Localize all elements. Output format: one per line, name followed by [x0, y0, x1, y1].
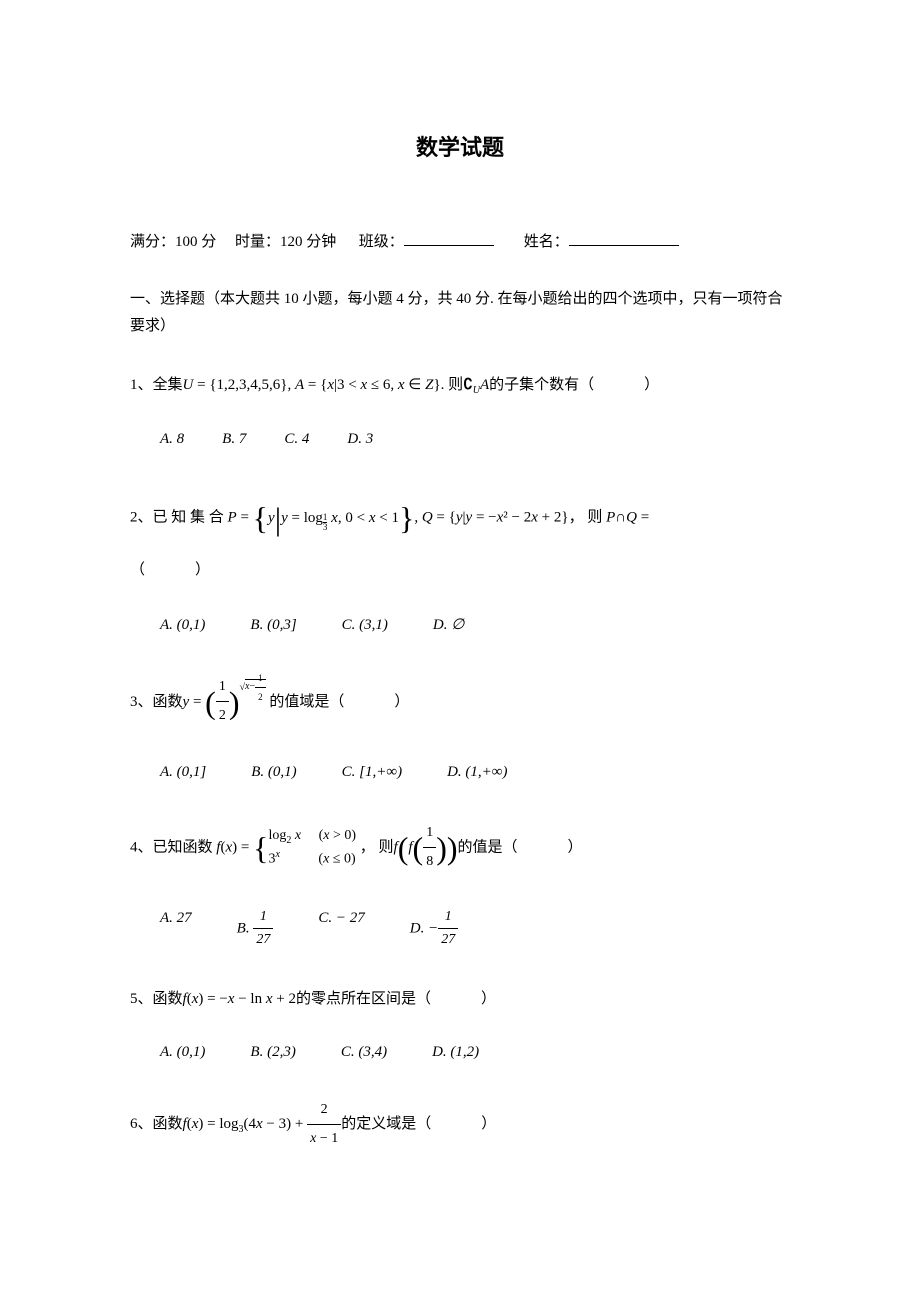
- q2-choice-d: D. ∅: [433, 613, 464, 637]
- q4-choice-d: D. −127: [410, 906, 458, 952]
- q1-choice-a: A. 8: [160, 427, 184, 451]
- question-5: 5、函数f(x) = −x − ln x + 2的零点所在区间是（ ） A. (0…: [130, 984, 790, 1064]
- question-3: 3、函数y = (12)√x−12 的值域是（ ） A. (0,1] B. (0,…: [130, 669, 790, 784]
- q3-choice-d: D. (1,+∞): [447, 760, 507, 784]
- q1-complement: ∁: [463, 377, 473, 393]
- q4-rp1: ): [447, 830, 458, 866]
- q1-var-a: A: [480, 377, 489, 393]
- q5-text-a: 函数: [153, 991, 183, 1007]
- q2-choice-c: C. (3,1): [342, 613, 388, 637]
- q4-rp2: ): [436, 830, 447, 866]
- q4-text-a: 已知函数: [153, 839, 217, 855]
- q3-text-b: 的值域是（: [269, 693, 344, 709]
- q4-choices: A. 27 B. 127 C. − 27 D. −127: [130, 906, 790, 952]
- q4-num: 4、: [130, 839, 153, 855]
- q5-text-b: 的零点所在区间是（: [296, 991, 431, 1007]
- q2-brace-r: }: [399, 500, 414, 536]
- q3-exp: √x−12: [239, 679, 265, 692]
- q4-choice-b: B. 127: [237, 906, 274, 952]
- q5-choice-a: A. (0,1): [160, 1040, 205, 1064]
- q2-comma: , Q = {y|y = −x² − 2x + 2}: [414, 510, 568, 526]
- q1-math-U: U = {1,2,3,4,5,6}, A = {x|3 < x ≤ 6, x ∈…: [183, 377, 441, 393]
- q3-text-c: ）: [394, 693, 409, 709]
- q4-lbrace: {: [253, 830, 268, 866]
- question-4: 4、已知函数 f(x) = { log2 x (x > 0) 3x (x ≤ 0…: [130, 816, 790, 952]
- q6-text-a: 函数: [153, 1116, 183, 1132]
- q3-num: 3、: [130, 693, 153, 709]
- q1-text-c: 的子集个数有（: [489, 377, 594, 393]
- q5-text-c: ）: [481, 991, 496, 1007]
- q6-text-b: 的定义域是（: [341, 1116, 431, 1132]
- q5-text: 5、函数f(x) = −x − ln x + 2的零点所在区间是（ ）: [130, 984, 790, 1014]
- q5-choice-d: D. (1,2): [432, 1040, 479, 1064]
- q1-sub-u: U: [473, 385, 480, 396]
- q2-choice-a: A. (0,1): [160, 613, 205, 637]
- q4-text-c: 的值是（: [458, 839, 518, 855]
- q1-text-d: ）: [644, 377, 659, 393]
- q2-paren-open: （: [130, 562, 145, 578]
- q4-fx: f(x) =: [216, 839, 253, 855]
- q1-choices: A. 8 B. 7 C. 4 D. 3: [130, 427, 790, 451]
- exam-header: 满分：100 分 时量：120 分钟 班级： 姓名：: [130, 230, 790, 254]
- class-label: 班级：: [359, 234, 404, 250]
- duration: 时量：120 分钟: [235, 234, 336, 250]
- q2-paren-close: ）: [195, 562, 210, 578]
- q4-frac: 18: [423, 819, 436, 876]
- q1-choice-b: B. 7: [222, 427, 246, 451]
- q4-text: 4、已知函数 f(x) = { log2 x (x > 0) 3x (x ≤ 0…: [130, 816, 790, 880]
- q3-text: 3、函数y = (12)√x−12 的值域是（ ）: [130, 669, 790, 734]
- q2-text-b: ， 则: [569, 510, 607, 526]
- q5-num: 5、: [130, 991, 153, 1007]
- q5-choices: A. (0,1) B. (2,3) C. (3,4) D. (1,2): [130, 1040, 790, 1064]
- q4-lp2: (: [413, 830, 424, 866]
- q6-fx: f(x) = log3(4x − 3) +: [183, 1116, 308, 1132]
- q3-choice-a: A. (0,1]: [160, 760, 206, 784]
- q2-choice-b: B. (0,3]: [250, 613, 296, 637]
- question-2: 2、已 知 集 合 P = {y|y = log13 x, 0 < x < 1}…: [130, 483, 790, 636]
- q3-choice-b: B. (0,1): [251, 760, 296, 784]
- q1-choice-c: C. 4: [284, 427, 309, 451]
- q6-num: 6、: [130, 1116, 153, 1132]
- q3-y: y =: [183, 693, 206, 709]
- q1-text: 1、全集U = {1,2,3,4,5,6}, A = {x|3 < x ≤ 6,…: [130, 370, 790, 401]
- q4-choice-c: C. − 27: [318, 906, 364, 952]
- q4-text-d: ）: [568, 839, 583, 855]
- q3-frac: 12: [216, 673, 229, 730]
- q2-text: 2、已 知 集 合 P = {y|y = log13 x, 0 < x < 1}…: [130, 483, 790, 586]
- q6-frac: 2x − 1: [307, 1096, 341, 1153]
- q2-set-p: y|y = log13 x, 0 < x < 1: [268, 510, 399, 526]
- q3-lparen: (: [205, 684, 216, 720]
- section-1-heading: 一、选择题（本大题共 10 小题，每小题 4 分，共 40 分. 在每小题给出的…: [130, 286, 790, 340]
- name-blank: [569, 232, 679, 246]
- q2-choices: A. (0,1) B. (0,3] C. (3,1) D. ∅: [130, 613, 790, 637]
- q1-choice-d: D. 3: [347, 427, 373, 451]
- q3-choice-c: C. [1,+∞): [342, 760, 402, 784]
- q4-lp1: (: [398, 830, 409, 866]
- q3-choices: A. (0,1] B. (0,1) C. [1,+∞) D. (1,+∞): [130, 760, 790, 784]
- q2-text-a: 已 知 集 合: [153, 510, 228, 526]
- q4-cases: log2 x (x > 0) 3x (x ≤ 0): [268, 826, 356, 869]
- q1-num: 1、: [130, 377, 153, 393]
- q2-num: 2、: [130, 510, 153, 526]
- q5-choice-c: C. (3,4): [341, 1040, 387, 1064]
- q4-text-b: ， 则: [360, 839, 394, 855]
- q2-pq: P∩Q =: [606, 510, 649, 526]
- q5-choice-b: B. (2,3): [250, 1040, 295, 1064]
- q2-P: P =: [228, 510, 253, 526]
- class-blank: [404, 232, 494, 246]
- full-score: 满分：100 分: [130, 234, 216, 250]
- q6-text-c: ）: [481, 1116, 496, 1132]
- q3-text-a: 函数: [153, 693, 183, 709]
- q6-text: 6、函数f(x) = log3(4x − 3) + 2x − 1的定义域是（ ）: [130, 1096, 790, 1153]
- q4-choice-a: A. 27: [160, 906, 192, 952]
- page-title: 数学试题: [130, 130, 790, 165]
- q1-text-a: 全集: [153, 377, 183, 393]
- name-label: 姓名：: [524, 234, 569, 250]
- q1-text-b: . 则: [441, 377, 464, 393]
- q2-brace-l: {: [253, 500, 268, 536]
- question-6: 6、函数f(x) = log3(4x − 3) + 2x − 1的定义域是（ ）: [130, 1096, 790, 1153]
- q5-fx: f(x) = −x − ln x + 2: [183, 991, 296, 1007]
- question-1: 1、全集U = {1,2,3,4,5,6}, A = {x|3 < x ≤ 6,…: [130, 370, 790, 451]
- q3-rparen: ): [229, 684, 240, 720]
